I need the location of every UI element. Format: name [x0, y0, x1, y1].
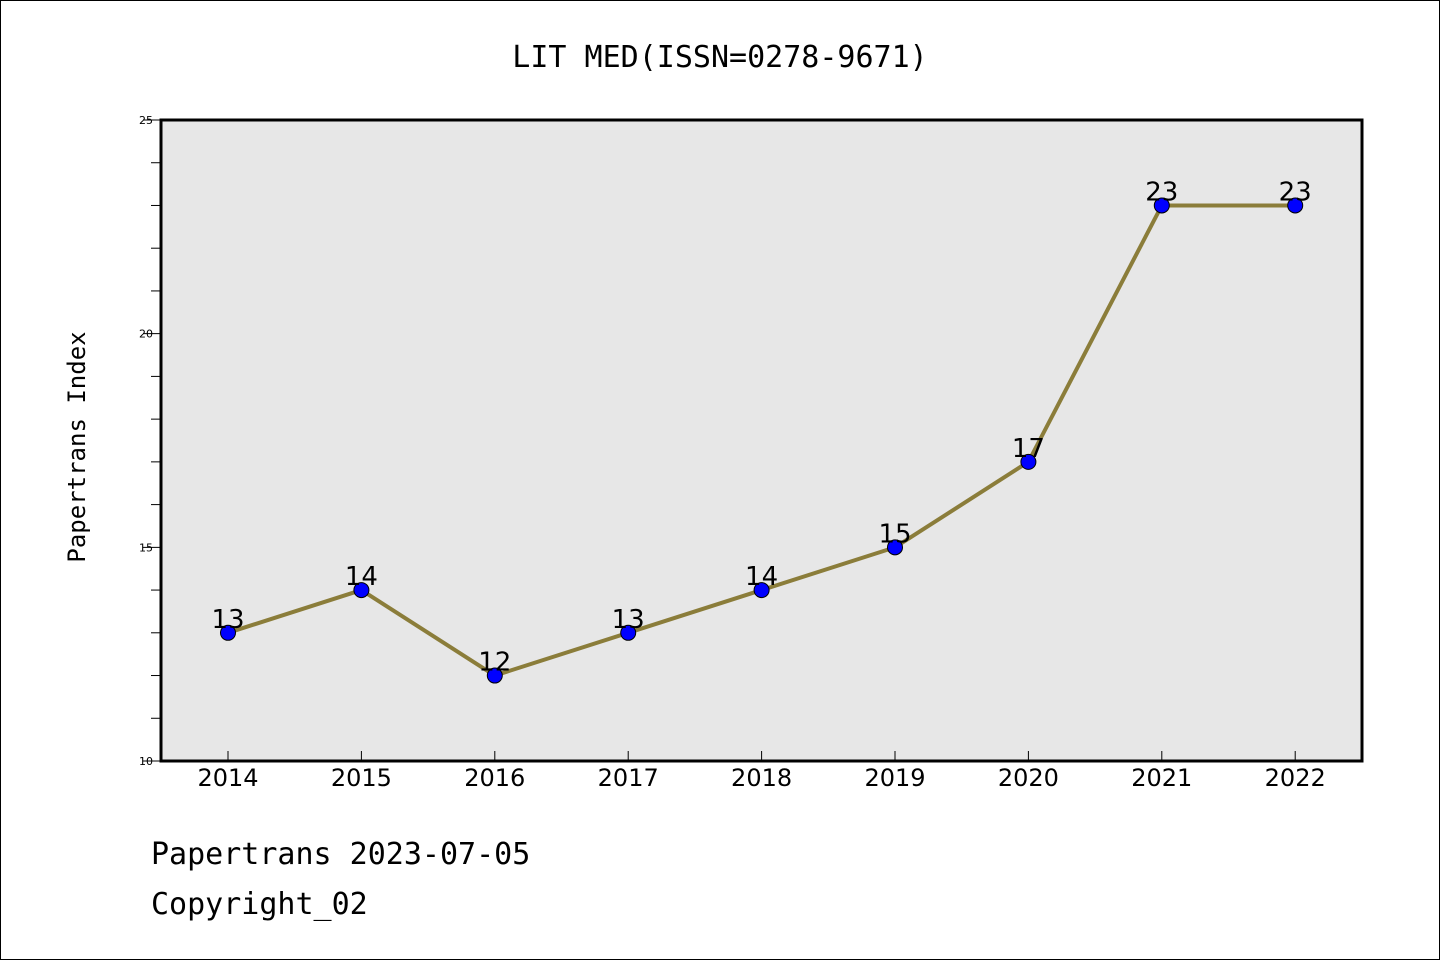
y-tick-label: 10: [139, 755, 153, 768]
x-tick-label: 2016: [464, 764, 525, 792]
chart-title: LIT MED(ISSN=0278-9671): [512, 40, 927, 75]
data-point: [220, 624, 236, 641]
x-tick-label: 2017: [598, 764, 659, 792]
data-label: 12: [478, 648, 511, 678]
data-point: [1153, 197, 1170, 214]
footer-copyright: Copyright_02: [151, 887, 368, 922]
x-tick-label: 2020: [998, 764, 1059, 792]
plot-area: [159, 118, 1364, 763]
y-axis: 10 15 20 25: [139, 114, 161, 768]
data-label: 23: [1279, 177, 1312, 207]
x-tick-label: 2022: [1265, 764, 1326, 792]
x-axis: 2014 2015 2016 2017 2018 2019 2020 2021 2022: [197, 751, 1326, 792]
data-label: 23: [1145, 177, 1178, 207]
y-axis-label: Papertrans Index: [63, 331, 91, 562]
data-labels: 13 14 12 13 14 15 17 23 23: [211, 177, 1311, 677]
data-point: [353, 582, 370, 599]
x-tick-label: 2019: [864, 764, 925, 792]
series-layer: [220, 197, 1304, 684]
data-point: [1287, 197, 1304, 214]
data-point: [1020, 453, 1037, 470]
data-label: 13: [211, 605, 244, 635]
x-tick-label: 2018: [731, 764, 792, 792]
data-label: 14: [345, 562, 378, 592]
data-label: 14: [745, 562, 778, 592]
data-label: 15: [878, 519, 911, 549]
x-tick-label: 2021: [1131, 764, 1192, 792]
data-point: [486, 667, 503, 684]
data-label: 17: [1012, 434, 1045, 464]
y-tick-label: 15: [139, 541, 153, 554]
data-point: [753, 582, 770, 599]
y-tick-label: 25: [139, 114, 153, 127]
data-point: [620, 624, 637, 641]
y-tick-label: 20: [139, 328, 153, 341]
x-tick-label: 2015: [331, 764, 392, 792]
footer-date: Papertrans 2023-07-05: [151, 837, 530, 872]
x-tick-label: 2014: [197, 764, 258, 792]
data-point: [887, 539, 903, 556]
data-label: 13: [612, 605, 645, 635]
